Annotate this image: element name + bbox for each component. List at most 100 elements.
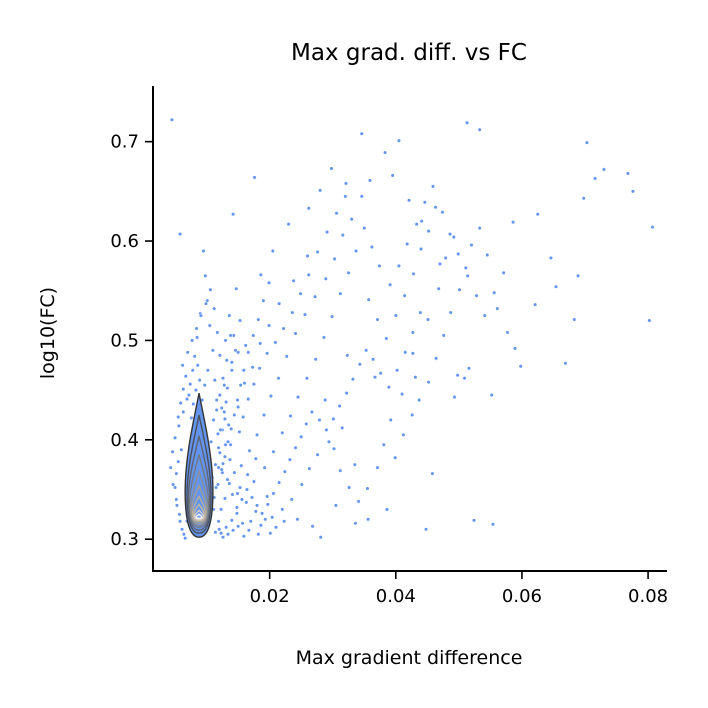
data-point <box>174 471 179 476</box>
data-point <box>220 535 226 540</box>
data-point <box>395 368 400 373</box>
data-point <box>241 534 246 539</box>
data-point <box>266 323 272 328</box>
x-tick-label: 0.08 <box>628 586 668 607</box>
data-point <box>277 301 282 306</box>
data-point <box>213 530 218 535</box>
data-point <box>174 497 179 502</box>
data-point <box>224 399 229 405</box>
data-point <box>318 188 323 193</box>
data-point <box>255 432 260 437</box>
data-point <box>492 290 497 295</box>
data-point <box>248 519 253 524</box>
data-point <box>417 398 422 403</box>
data-point <box>325 230 330 235</box>
data-point <box>296 395 301 400</box>
data-point <box>173 435 178 440</box>
data-point <box>223 338 228 343</box>
density-contour-line <box>193 509 205 521</box>
data-point <box>323 276 328 281</box>
data-point <box>261 412 267 418</box>
data-point <box>251 333 256 338</box>
data-point <box>289 497 294 502</box>
data-point <box>396 263 402 268</box>
data-point <box>286 222 291 227</box>
data-point <box>344 391 349 396</box>
data-point <box>362 226 367 231</box>
data-point <box>563 361 568 366</box>
data-point <box>181 387 186 392</box>
data-point <box>266 280 272 285</box>
data-point <box>321 335 326 340</box>
x-tick-label: 0.04 <box>376 586 416 607</box>
data-point <box>304 421 309 426</box>
data-point <box>466 366 472 371</box>
data-point <box>298 291 303 296</box>
y-tick-label: 0.3 <box>110 529 139 550</box>
data-point <box>593 176 598 181</box>
data-point <box>215 482 221 487</box>
data-point <box>315 249 320 255</box>
data-point <box>211 417 216 422</box>
data-point <box>197 378 202 383</box>
data-point <box>419 219 424 224</box>
density-contours <box>184 392 214 538</box>
data-point <box>418 246 424 252</box>
data-point <box>213 462 218 467</box>
data-point <box>425 317 431 322</box>
data-point <box>226 422 231 427</box>
data-point <box>465 273 470 278</box>
data-point <box>393 313 398 318</box>
data-point <box>437 261 443 266</box>
data-point <box>350 377 355 382</box>
data-point <box>434 356 439 361</box>
data-point <box>224 358 229 363</box>
data-point <box>501 270 506 275</box>
data-point <box>354 248 359 254</box>
data-point <box>258 341 263 346</box>
data-point <box>217 393 222 398</box>
y-tick-label: 0.6 <box>110 231 139 252</box>
data-point <box>443 255 448 260</box>
data-point <box>225 386 230 391</box>
data-point <box>548 255 554 260</box>
data-point <box>178 519 183 524</box>
data-point <box>625 171 630 176</box>
data-point <box>238 383 243 388</box>
data-point <box>203 301 209 306</box>
data-point <box>469 242 474 248</box>
data-point <box>190 368 195 373</box>
data-point <box>229 426 234 431</box>
data-point <box>223 442 228 447</box>
data-point <box>191 401 196 407</box>
data-point <box>581 196 586 201</box>
data-point <box>237 318 243 323</box>
data-point <box>400 392 405 397</box>
data-point <box>251 382 256 387</box>
data-point <box>317 417 322 422</box>
data-point <box>215 431 221 436</box>
data-point <box>183 374 188 379</box>
data-point <box>436 286 441 291</box>
data-point <box>176 414 181 420</box>
data-point <box>410 330 415 335</box>
data-point <box>280 430 285 435</box>
data-point <box>210 348 215 353</box>
data-point <box>553 284 559 289</box>
data-point <box>170 449 175 454</box>
data-point <box>268 394 273 399</box>
data-point <box>396 138 402 143</box>
data-point <box>277 480 282 485</box>
data-point <box>229 518 234 523</box>
data-point <box>352 462 357 467</box>
data-point <box>192 354 197 359</box>
data-point <box>181 409 186 415</box>
data-point <box>359 131 364 136</box>
data-point <box>293 445 298 450</box>
data-point <box>535 212 540 217</box>
data-point <box>465 120 470 125</box>
data-point <box>402 293 407 298</box>
data-point <box>647 318 652 323</box>
data-point <box>346 270 351 275</box>
data-point <box>179 527 185 532</box>
